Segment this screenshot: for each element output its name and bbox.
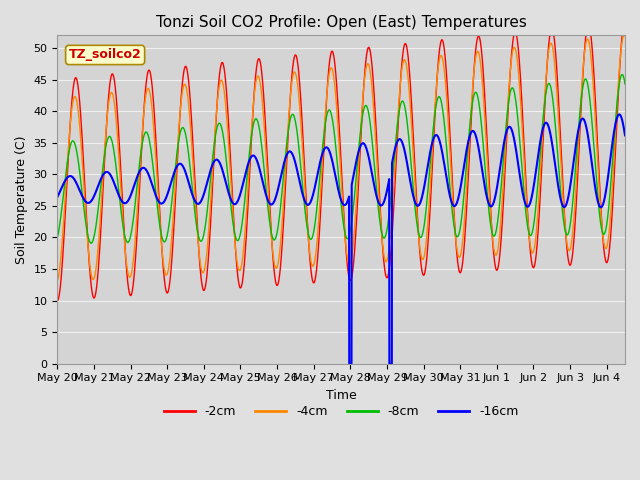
-16cm	[616, 111, 623, 117]
Line: -2cm: -2cm	[58, 21, 625, 300]
Line: -16cm: -16cm	[58, 114, 625, 364]
-16cm	[621, 132, 629, 138]
Line: -4cm: -4cm	[58, 35, 625, 281]
-8cm	[549, 97, 557, 103]
-2cm	[118, 194, 126, 200]
Text: TZ_soilco2: TZ_soilco2	[68, 48, 141, 61]
-2cm	[152, 136, 159, 142]
-16cm	[296, 179, 303, 185]
X-axis label: Time: Time	[326, 389, 356, 402]
-16cm	[346, 361, 353, 367]
-8cm	[152, 192, 160, 197]
Legend: -2cm, -4cm, -8cm, -16cm: -2cm, -4cm, -8cm, -16cm	[159, 400, 524, 423]
-4cm	[296, 104, 303, 109]
-16cm	[271, 196, 279, 202]
-16cm	[152, 192, 159, 198]
-2cm	[549, 27, 557, 33]
-8cm	[621, 81, 629, 87]
-4cm	[549, 45, 557, 51]
-2cm	[271, 276, 279, 281]
Title: Tonzi Soil CO2 Profile: Open (East) Temperatures: Tonzi Soil CO2 Profile: Open (East) Temp…	[156, 15, 527, 30]
-4cm	[271, 264, 279, 269]
-4cm	[621, 33, 629, 39]
-16cm	[118, 199, 126, 204]
Y-axis label: Soil Temperature (C): Soil Temperature (C)	[15, 135, 28, 264]
-2cm	[54, 298, 61, 303]
-4cm	[620, 32, 628, 38]
-16cm	[549, 146, 557, 152]
-8cm	[618, 72, 626, 77]
-4cm	[610, 160, 618, 166]
-4cm	[152, 156, 159, 162]
-8cm	[296, 154, 304, 160]
-8cm	[610, 137, 618, 143]
-8cm	[271, 236, 279, 242]
-2cm	[621, 18, 629, 24]
Line: -8cm: -8cm	[58, 74, 625, 243]
-16cm	[610, 129, 618, 135]
-16cm	[54, 194, 61, 200]
-8cm	[54, 235, 61, 240]
-8cm	[87, 240, 95, 246]
-2cm	[296, 81, 303, 86]
-2cm	[610, 180, 618, 186]
-4cm	[54, 278, 61, 284]
-4cm	[118, 205, 126, 211]
-8cm	[118, 218, 126, 224]
